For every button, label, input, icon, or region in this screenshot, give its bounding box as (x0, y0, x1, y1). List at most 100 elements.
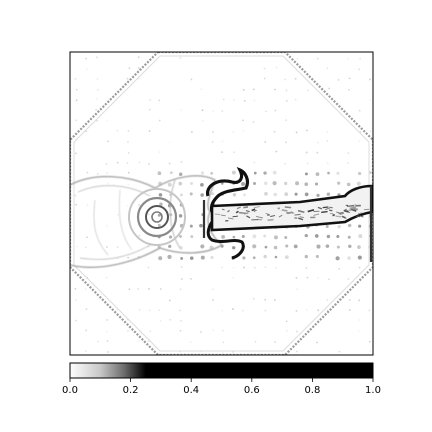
speckle-dot (358, 140, 361, 143)
speckle-dot (86, 204, 89, 206)
speckle-dot (180, 161, 183, 163)
speckle-dot (106, 140, 109, 143)
speckle-dot (273, 235, 278, 240)
speckle-dot (358, 266, 361, 269)
speckle-dot (74, 141, 77, 144)
speckle-dot (105, 276, 108, 279)
speckle-dot (167, 254, 172, 260)
speckle-dot (243, 193, 246, 197)
speckle-dot (242, 309, 244, 312)
speckle-dot (295, 350, 298, 353)
neck-texture-stroke (332, 213, 336, 217)
speckle-dot (137, 340, 140, 343)
speckle-dot (327, 171, 330, 175)
speckle-dot (210, 256, 214, 260)
colorbar: 0.0 0.2 0.4 0.6 0.8 1.0 (62, 362, 381, 396)
speckle-dot (304, 192, 309, 197)
speckle-dot (137, 288, 139, 290)
speckle-dot (211, 192, 215, 196)
speckle-dot (75, 88, 78, 91)
speckle-dot (148, 288, 150, 290)
speckle-dot (95, 98, 98, 101)
neck-texture-stroke (349, 206, 356, 209)
speckle-dot (148, 162, 150, 165)
speckle-dot (212, 329, 215, 332)
speckle-dot (284, 162, 287, 165)
speckle-dot (148, 309, 151, 312)
speckle-dot (347, 235, 351, 239)
neck-texture-stroke (227, 209, 231, 213)
speckle-dot (127, 171, 130, 174)
neck-texture-stroke (324, 207, 331, 211)
speckle-dot (241, 234, 245, 239)
speckle-dot (158, 309, 161, 312)
speckle-dot (168, 141, 171, 144)
speckle-dot (265, 110, 267, 113)
speckle-dot (95, 56, 98, 59)
speckle-dot (252, 244, 257, 249)
speckle-dot (284, 255, 289, 260)
speckle-dot (326, 140, 329, 142)
speckle-dot (252, 121, 255, 123)
speckle-dot (190, 277, 192, 280)
speckle-dot (189, 341, 192, 344)
speckle-dot (84, 288, 87, 290)
speckle-dot (264, 141, 267, 143)
speckle-dot (253, 182, 257, 186)
speckle-dot (285, 141, 287, 144)
speckle-dot (96, 172, 99, 175)
speckle-dot (335, 256, 340, 261)
neck-texture-stroke (307, 209, 315, 213)
speckle-dot (347, 278, 350, 280)
neck-texture-stroke (232, 215, 239, 218)
speckle-dot (157, 171, 162, 176)
speckle-dot (263, 77, 266, 80)
speckle-dot (347, 152, 350, 155)
speckle-dot (85, 308, 88, 311)
speckle-dot (85, 57, 87, 60)
speckle-dot (147, 213, 150, 216)
neck-texture-stroke (290, 211, 294, 214)
speckle-dot (127, 256, 130, 259)
speckle-dot (305, 151, 308, 154)
speckle-dot (86, 236, 88, 239)
speckle-dot (263, 181, 268, 186)
speckle-dot (105, 330, 108, 333)
speckle-dot (116, 129, 119, 132)
speckle-dot (117, 213, 120, 216)
speckle-dot (222, 329, 224, 332)
speckle-dot (212, 131, 214, 133)
speckle-dot (274, 255, 278, 259)
speckle-dot (180, 193, 183, 197)
speckle-dot (116, 246, 119, 249)
speckle-dot (127, 151, 130, 154)
speckle-dot (159, 320, 162, 322)
colorbar-gradient (70, 363, 373, 378)
neck-texture-stroke (359, 215, 364, 218)
speckle-dot (105, 163, 108, 165)
speckle-dot (75, 99, 78, 102)
guitar-body (70, 175, 224, 269)
speckle-dot (285, 320, 288, 323)
neck-texture-stroke (235, 210, 239, 214)
neck-texture-stroke (246, 215, 251, 219)
speckle-dot (232, 266, 235, 269)
speckle-dot (263, 254, 267, 259)
speckle-dot (368, 340, 371, 343)
speckle-dot (231, 308, 234, 310)
speckle-dot (127, 183, 130, 186)
speckle-dot (253, 99, 256, 102)
speckle-dot (368, 171, 372, 174)
speckle-dot (222, 98, 225, 101)
speckle-dot (347, 161, 350, 164)
neck-texture-stroke (335, 215, 342, 218)
speckle-dot (222, 341, 225, 344)
speckle-dot (368, 309, 371, 312)
speckle-dot (232, 130, 235, 133)
speckle-dot (337, 224, 341, 229)
heatmap-panel (69, 51, 374, 356)
speckle-dot (369, 99, 371, 101)
speckle-dot (296, 288, 298, 291)
speckle-dot (106, 319, 109, 321)
